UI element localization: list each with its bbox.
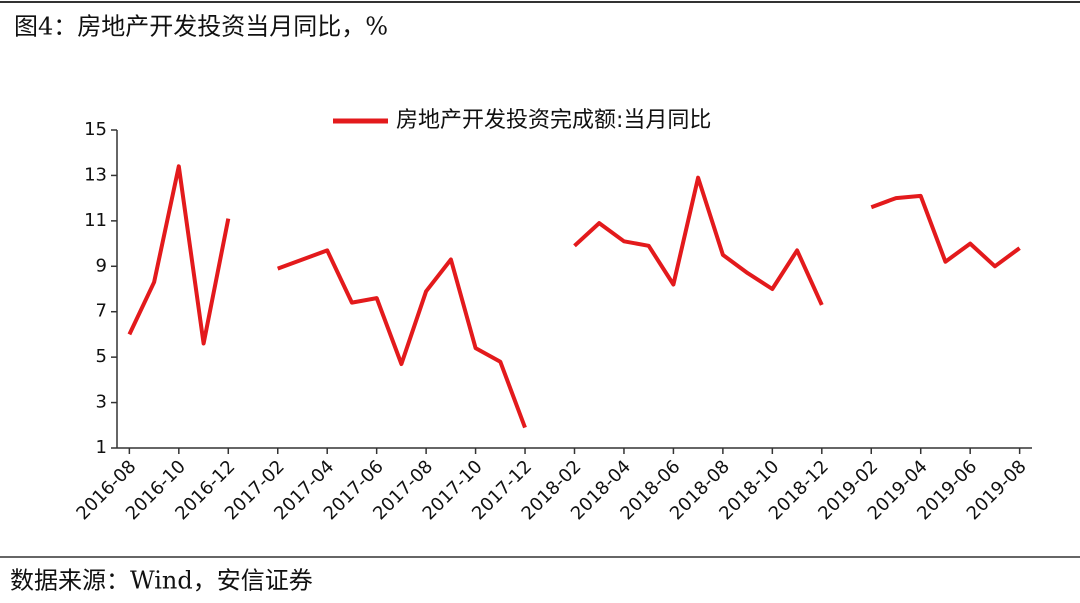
y-tick-label: 15 bbox=[84, 119, 107, 140]
y-tick-label: 13 bbox=[84, 164, 107, 185]
y-tick-label: 1 bbox=[96, 437, 107, 458]
y-tick-label: 7 bbox=[96, 301, 107, 322]
legend-label: 房地产开发投资完成额:当月同比 bbox=[396, 108, 711, 133]
series-line bbox=[277, 248, 527, 429]
y-tick-label: 5 bbox=[96, 346, 107, 367]
y-tick-label: 9 bbox=[96, 255, 107, 276]
series-line bbox=[870, 193, 1021, 269]
source-note: 数据来源：Wind，安信证券 bbox=[10, 567, 313, 595]
series-line bbox=[127, 164, 231, 346]
series-line bbox=[573, 175, 824, 306]
y-tick-label: 11 bbox=[84, 210, 107, 231]
chart-title: 图4：房地产开发投资当月同比，% bbox=[14, 13, 388, 41]
legend: 房地产开发投资完成额:当月同比 bbox=[333, 108, 711, 133]
y-tick-label: 3 bbox=[96, 392, 107, 413]
